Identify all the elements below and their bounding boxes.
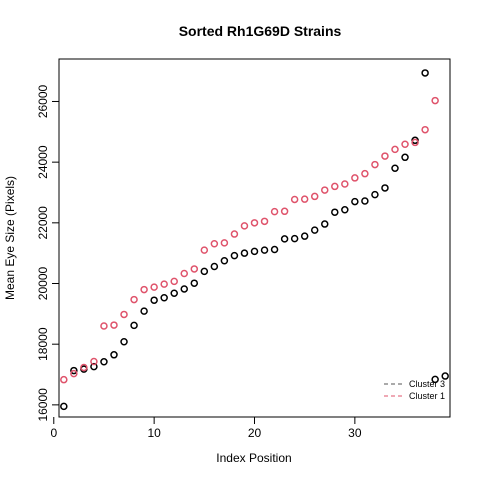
point-series-1 — [130, 321, 138, 330]
point-series-1 — [310, 226, 319, 234]
point-series-1 — [100, 358, 108, 366]
point-series-2 — [240, 222, 249, 230]
point-series-2 — [140, 285, 148, 294]
plot-frame — [58, 58, 451, 418]
point-series-1 — [391, 164, 399, 172]
point-series-2 — [100, 322, 108, 330]
point-series-1 — [190, 279, 199, 287]
point-series-2 — [160, 280, 168, 288]
point-series-1 — [70, 366, 78, 375]
point-series-2 — [371, 160, 379, 169]
point-series-1 — [290, 234, 299, 243]
point-series-2 — [250, 219, 259, 227]
point-series-1 — [361, 197, 369, 205]
y-tick-label: 20000 — [36, 267, 50, 301]
point-series-1 — [120, 338, 128, 346]
point-series-1 — [270, 245, 279, 254]
point-series-2 — [331, 182, 339, 191]
point-series-2 — [270, 207, 279, 216]
point-series-2 — [90, 357, 98, 366]
legend-label: Cluster 3 — [409, 379, 445, 389]
point-series-1 — [230, 251, 239, 260]
point-series-1 — [260, 246, 269, 254]
point-series-1 — [341, 206, 349, 214]
x-tick-label: 20 — [248, 426, 262, 440]
point-series-1 — [60, 402, 68, 411]
point-series-1 — [200, 267, 209, 276]
x-tick-label: 0 — [50, 426, 57, 440]
point-series-1 — [210, 262, 219, 271]
point-series-2 — [70, 369, 78, 378]
point-series-2 — [220, 239, 229, 247]
point-series-1 — [170, 289, 178, 297]
point-series-1 — [401, 153, 409, 162]
point-series-2 — [351, 174, 359, 182]
point-series-1 — [110, 351, 118, 359]
x-axis: 0 10 20 30 — [50, 417, 362, 440]
point-series-2 — [120, 310, 128, 319]
point-series-1 — [160, 294, 168, 302]
point-series-1 — [140, 307, 148, 315]
point-series-2 — [310, 192, 319, 201]
y-tick-label: 22000 — [36, 206, 50, 240]
point-series-2 — [341, 180, 349, 188]
point-series-1 — [431, 375, 439, 384]
point-series-2 — [150, 283, 158, 291]
point-series-2 — [381, 152, 389, 160]
point-series-2 — [200, 246, 209, 254]
point-series-2 — [110, 321, 118, 329]
point-series-2 — [421, 125, 429, 134]
point-series-1 — [351, 197, 359, 206]
point-series-2 — [60, 375, 68, 384]
point-series-2 — [401, 140, 409, 149]
point-series-1 — [321, 220, 329, 228]
y-tick-label: 18000 — [36, 327, 50, 361]
point-series-2 — [130, 295, 138, 304]
point-series-1 — [381, 184, 389, 192]
point-series-1 — [331, 208, 339, 216]
point-series-1 — [371, 190, 379, 199]
x-tick-label: 10 — [147, 426, 161, 440]
y-tick-label: 24000 — [36, 145, 50, 179]
point-series-2 — [260, 217, 269, 226]
point-series-1 — [180, 285, 188, 293]
point-series-2 — [361, 169, 369, 178]
point-series-1 — [421, 69, 429, 77]
point-series-1 — [220, 257, 229, 265]
point-series-2 — [290, 195, 299, 204]
point-series-2 — [170, 277, 178, 286]
point-series-2 — [80, 363, 88, 372]
legend: Cluster 3 Cluster 1 — [384, 379, 445, 401]
point-series-2 — [431, 96, 439, 105]
point-series-2 — [321, 186, 329, 194]
point-series-2 — [280, 207, 289, 216]
point-series-1 — [441, 372, 449, 380]
point-series-1 — [300, 232, 309, 240]
point-series-1 — [250, 247, 259, 256]
point-series-2 — [391, 145, 399, 154]
legend-label: Cluster 1 — [409, 391, 445, 401]
chart-title: Sorted Rh1G69D Strains — [179, 23, 342, 39]
point-series-1 — [240, 249, 249, 257]
point-series-2 — [210, 240, 219, 248]
y-tick-label: 16000 — [36, 388, 50, 422]
point-series-1 — [280, 235, 289, 243]
point-series-2 — [230, 230, 239, 238]
point-series-2 — [190, 265, 199, 273]
point-series-2 — [411, 138, 419, 147]
y-tick-label: 26000 — [36, 84, 50, 118]
point-series-2 — [300, 195, 309, 203]
x-tick-label: 30 — [348, 426, 362, 440]
point-series-1 — [90, 362, 98, 371]
data-points — [60, 69, 449, 411]
point-series-2 — [180, 269, 188, 278]
y-axis-label: Mean Eye Size (Pixels) — [3, 176, 17, 300]
point-series-1 — [150, 296, 158, 304]
y-axis: 16000 18000 20000 22000 24000 26000 — [36, 84, 59, 422]
x-axis-label: Index Position — [216, 451, 291, 465]
